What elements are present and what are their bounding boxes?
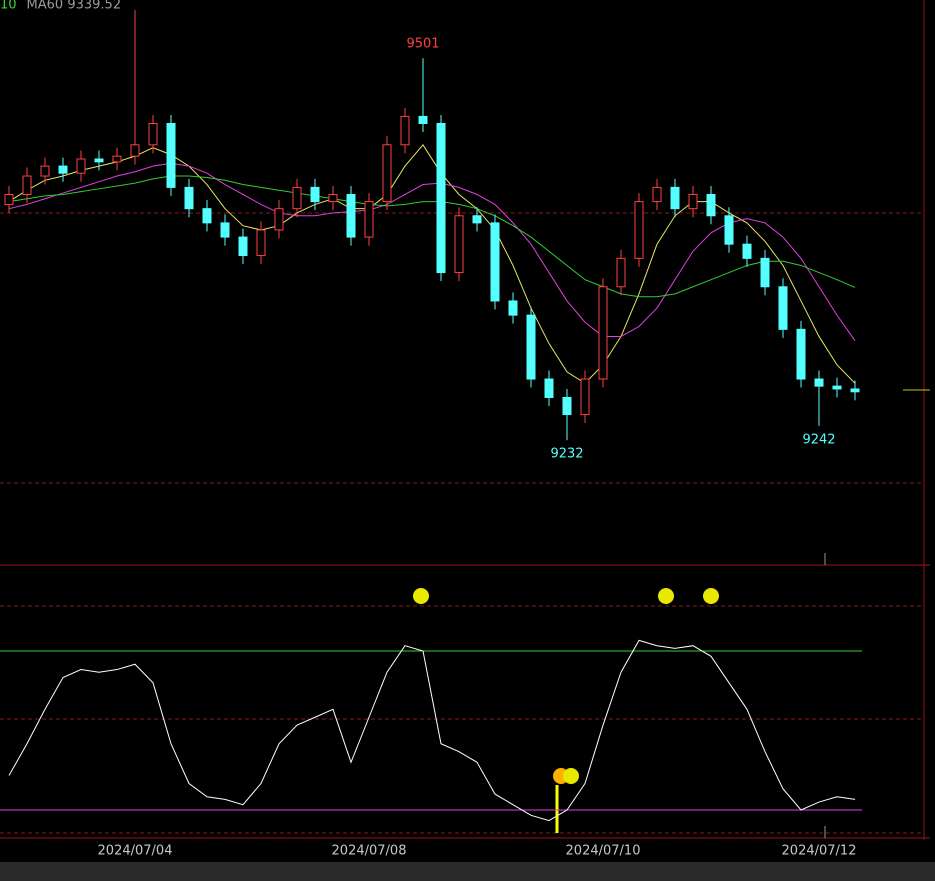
candle-body	[310, 186, 320, 203]
ma-line	[8, 175, 856, 298]
candle-body	[490, 222, 500, 302]
candle-body	[166, 123, 176, 188]
candle-body	[832, 385, 842, 390]
candle-body	[724, 215, 734, 245]
candle-body	[400, 115, 410, 146]
low-label: 9232	[550, 447, 583, 462]
high-label: 9501	[406, 37, 439, 52]
candle-body	[706, 193, 716, 217]
candle-body	[580, 378, 590, 416]
x-tick-label: 2024/07/04	[98, 844, 173, 859]
candle-body	[292, 186, 302, 210]
candle-body	[418, 115, 428, 125]
candle-body	[328, 193, 338, 203]
x-tick-label: 2024/07/12	[782, 844, 857, 859]
ma-line	[8, 162, 856, 341]
candle-body	[598, 286, 608, 380]
oscillator-line	[8, 639, 856, 822]
candle-body	[184, 186, 194, 210]
legend: 10 MA60 9339.52	[0, 0, 121, 13]
candle-body	[670, 186, 680, 210]
candle-body	[148, 123, 158, 146]
candle-body	[616, 257, 626, 288]
candle-body	[76, 158, 86, 174]
candle-body	[238, 236, 248, 257]
candle-body	[778, 286, 788, 330]
candle-body	[22, 175, 32, 195]
low-label: 9242	[802, 432, 835, 447]
candle-body	[382, 144, 392, 203]
candle-body	[346, 193, 356, 238]
candle-body	[634, 201, 644, 259]
candle-body	[850, 388, 860, 393]
candle-body	[544, 378, 554, 398]
legend-item: MA60 9339.52	[27, 0, 122, 13]
candle-body	[58, 165, 68, 174]
candle-body	[472, 215, 482, 224]
candle-body	[814, 378, 824, 387]
candle-body	[202, 208, 212, 224]
candle-body	[526, 314, 536, 380]
high-label: 9535	[118, 0, 151, 3]
candle-body	[364, 201, 374, 238]
x-tick-label: 2024/07/08	[332, 844, 407, 859]
candle-body	[256, 229, 266, 257]
candle-body	[760, 257, 770, 288]
candle-body	[454, 215, 464, 274]
candle-body	[112, 155, 122, 163]
signal-icons	[413, 588, 719, 784]
candle-body	[40, 165, 50, 177]
candle-body	[796, 328, 806, 380]
status-bar	[0, 862, 935, 881]
candle-body	[436, 123, 446, 274]
panel-grid	[0, 212, 924, 834]
candle-body	[130, 144, 140, 157]
candle-body	[274, 208, 284, 231]
candle-body	[94, 158, 104, 163]
legend-item: 10	[0, 0, 17, 13]
candle-body	[562, 396, 572, 416]
candle-body	[742, 243, 752, 259]
candle-body	[508, 300, 518, 316]
x-tick-label: 2024/07/10	[566, 844, 641, 859]
candle-body	[4, 193, 14, 205]
candle-body	[220, 222, 230, 238]
candle-body	[688, 193, 698, 210]
candle-body	[652, 186, 662, 203]
ma-line	[8, 143, 856, 384]
